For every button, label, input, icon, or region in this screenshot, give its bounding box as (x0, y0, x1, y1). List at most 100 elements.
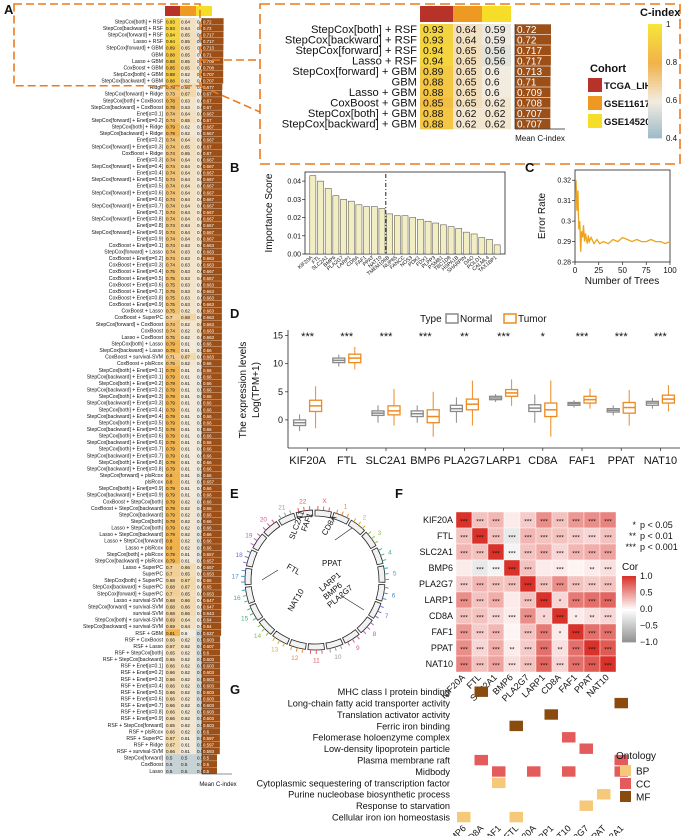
mean-bar-value: 0.71 (203, 52, 212, 57)
heat-cell-value: 0.62 (181, 697, 190, 702)
mean-bar-value: 0.667 (203, 269, 215, 274)
mean-bar (202, 156, 223, 163)
cindex-colorbar-step (648, 95, 662, 99)
cindex-colorbar-step (648, 69, 662, 73)
mean-bar (202, 761, 217, 768)
y-axis-label-unit: Log(TPM+1) (251, 362, 262, 418)
heat-cell-value: 0.8 (166, 473, 173, 478)
mean-bar (202, 379, 222, 387)
heat-cell (165, 96, 180, 104)
model-label: Lasso + CoxBoost (122, 335, 164, 341)
heat-cell-value: 0.79 (166, 552, 175, 557)
circos-gene-label: NAT10 (286, 587, 306, 613)
band-tick (243, 561, 248, 564)
mean-bar (202, 623, 222, 630)
box-tumor (583, 388, 597, 409)
heat-cell-value: 0.53 (197, 710, 206, 715)
model-label: StepCox[both] + GBM (113, 72, 163, 78)
band-tick (241, 569, 246, 572)
heat-cell-value: 0.59 (197, 618, 206, 623)
table-row: RSF + Enet[α=0.2] 0.66 0.62 0.530.603 (121, 668, 221, 676)
importance-bar (432, 222, 440, 255)
mean-bar (202, 294, 222, 301)
heat-cell (180, 274, 196, 282)
inset-heat-cell (482, 55, 511, 67)
mean-bar-value: 0.64 (203, 624, 212, 629)
heat-cell-value: 0.65 (181, 59, 190, 64)
heat-cell-value: 0.63 (181, 243, 190, 248)
table-row: StepCox[backward] + SuperPC 0.68 0.67 0.6 0.… (92, 583, 222, 591)
table-row: StepCox[backward] + Enet[α=0.8] 0.79 0.61 0… (87, 465, 222, 472)
heat-cell-value: 0.62 (197, 276, 206, 281)
mean-bar (202, 662, 221, 669)
mean-bar-value: 0.667 (203, 171, 215, 176)
go-cell (614, 697, 628, 709)
mean-bar-value: 0.66 (203, 388, 212, 393)
band-tick (382, 559, 387, 562)
heat-cell (180, 44, 196, 52)
heat-cell (165, 583, 180, 591)
heat-cell-value: 0.54 (197, 657, 206, 662)
table-row: CoxBoost 0.5 0.5 0.5 0.5 (141, 760, 217, 768)
heat-cell (165, 202, 180, 209)
corr-star: *** (492, 567, 500, 574)
heat-cell (180, 70, 196, 78)
heat-cell-value: 0.59 (197, 125, 206, 130)
heat-cell-value: 0.67 (181, 585, 190, 590)
heat-cell-value: 0.53 (197, 664, 206, 669)
heat-cell (165, 445, 180, 453)
inset-heat-cell-value: 0.64 (456, 34, 477, 46)
heat-cell (165, 747, 180, 755)
mean-bar (202, 767, 217, 774)
mean-bar (202, 97, 223, 104)
heat-cell (180, 412, 196, 420)
heat-cell-value: 0.79 (166, 125, 175, 130)
heat-cell-value: 0.81 (166, 631, 175, 636)
heat-cell (165, 727, 180, 735)
mean-bar-value: 0.67 (203, 151, 212, 156)
heat-cell (180, 635, 196, 643)
row-label: NAT10 (426, 659, 453, 669)
table-row: CoxBoost + Enet[α=0.3] 0.74 0.63 0.620.663 (109, 261, 222, 269)
panel-letter-g: G (230, 682, 240, 697)
mean-bar-value: 0.653 (203, 591, 215, 596)
chromosome-label: 13 (271, 647, 279, 654)
band-tick (383, 592, 388, 595)
inset-model-label: CoxBoost + GBM (330, 97, 417, 109)
band-tick (250, 542, 255, 546)
model-label: StepCox[forward] + SuperPC (97, 591, 163, 597)
mean-bar (202, 583, 222, 590)
band-tick (367, 531, 372, 535)
heat-cell-value: 0.79 (166, 427, 175, 432)
chromosome-band (314, 509, 332, 519)
x-tick-label: 25 (594, 266, 603, 275)
cindex-colorbar-step (648, 63, 662, 68)
model-label: StepCox[backward] + GBM (101, 79, 163, 85)
heat-cell-value: 0.58 (197, 420, 206, 425)
inset-heat-cell-value: 0.6 (485, 76, 500, 88)
cindex-colorbar-step (648, 49, 662, 53)
chromosome-label: 22 (299, 498, 307, 505)
cindex-colorbar-step (648, 43, 662, 48)
corr-star: *** (492, 663, 500, 670)
heat-cell-value: 0.53 (197, 703, 206, 708)
heat-cell (180, 432, 196, 439)
heat-cell (180, 326, 196, 334)
mean-bar-value: 0.66 (203, 512, 212, 517)
heat-cell (165, 478, 180, 485)
model-label: StepCox[forward] + Enet[α=0.9] (92, 230, 164, 236)
inset-heat-cell (420, 24, 453, 35)
model-label: StepCox[both] + survival-SVM (95, 618, 163, 624)
heat-cell-value: 0.62 (197, 230, 206, 235)
mean-bar-value: 0.67 (203, 118, 212, 123)
model-label: RSF + CoxBoost (125, 637, 164, 643)
table-row: StepCox[backward] + Enet[α=0.3] 0.79 0.61 0… (87, 399, 222, 407)
inset-heat-cell-value: 0.65 (456, 45, 477, 57)
heat-cell-value: 0.67 (181, 578, 190, 583)
heat-cell-value: 0.65 (181, 33, 190, 38)
heat-cell (165, 603, 180, 610)
model-label: StepCox[both] + Ridge (112, 125, 164, 131)
heat-cell (165, 622, 180, 630)
heat-cell-value: 0.6 (197, 98, 204, 103)
inset-row: StepCox[forward] + RSF 0.94 0.65 0.56 0.717 (295, 45, 551, 57)
